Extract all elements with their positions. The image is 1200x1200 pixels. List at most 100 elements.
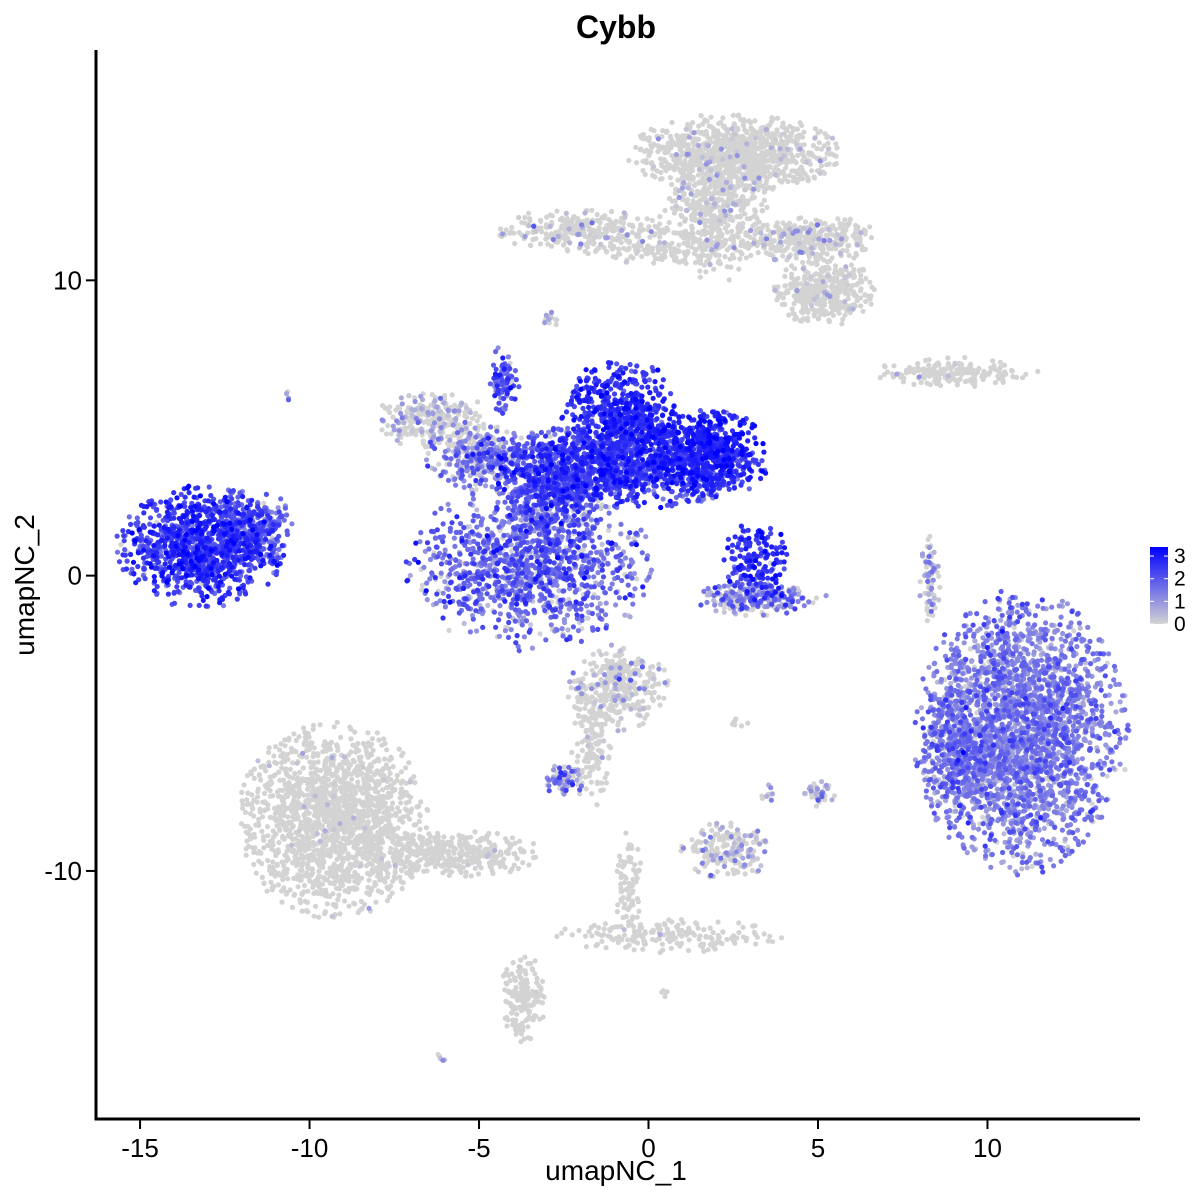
cell-point xyxy=(1019,375,1026,381)
cell-point xyxy=(783,290,789,296)
cell-point xyxy=(336,814,342,820)
cell-point xyxy=(633,144,639,150)
cell-point xyxy=(676,242,682,248)
cell-point xyxy=(930,612,936,618)
cell-point xyxy=(256,858,262,864)
cell-point xyxy=(783,223,789,229)
cell-point xyxy=(473,486,479,493)
cell-point xyxy=(923,564,930,570)
cell-point xyxy=(758,152,764,158)
cell-point xyxy=(754,152,760,159)
cell-point xyxy=(592,248,599,254)
cell-point xyxy=(649,144,655,150)
cell-point xyxy=(328,808,334,814)
cell-point xyxy=(247,811,254,817)
cell-point xyxy=(357,907,363,913)
cell-point xyxy=(384,805,390,811)
cell-point xyxy=(646,153,652,159)
cell-point xyxy=(826,318,832,324)
cell-point xyxy=(379,427,385,433)
cell-point xyxy=(945,361,952,367)
cell-point xyxy=(313,766,319,772)
cell-point xyxy=(682,257,688,263)
cell-point xyxy=(707,184,713,190)
cell-point xyxy=(296,784,302,790)
cell-point xyxy=(925,536,931,543)
cell-point xyxy=(972,380,978,386)
cell-point xyxy=(357,818,363,824)
cell-point xyxy=(727,161,733,167)
cell-point xyxy=(373,823,379,829)
cell-point xyxy=(346,840,352,846)
cell-point xyxy=(379,767,385,773)
cell-point xyxy=(309,775,315,781)
cell-point xyxy=(564,215,570,221)
cell-point xyxy=(937,584,943,590)
cell-point xyxy=(798,215,804,221)
cell-point xyxy=(251,797,257,803)
cell-point xyxy=(813,595,820,601)
cell-point xyxy=(348,736,354,742)
cell-point xyxy=(322,911,328,917)
cell-point xyxy=(589,207,595,213)
cell-point xyxy=(382,756,388,762)
cell-point xyxy=(990,358,996,364)
cell-point xyxy=(603,229,609,235)
cell-point xyxy=(395,404,401,410)
cell-point xyxy=(628,254,634,260)
cell-point xyxy=(394,772,400,779)
cell-point xyxy=(640,167,646,174)
cell-point xyxy=(546,234,552,240)
cell-point xyxy=(331,724,337,730)
cell-point xyxy=(924,618,931,624)
cell-point xyxy=(727,143,733,149)
cell-point xyxy=(1104,773,1110,779)
cell-point xyxy=(295,814,301,820)
cell-point xyxy=(262,799,268,805)
cell-point xyxy=(868,301,874,307)
cell-point xyxy=(642,171,648,177)
cell-point xyxy=(358,787,364,793)
cell-point xyxy=(795,133,801,139)
cell-point xyxy=(911,381,917,387)
cell-point xyxy=(252,845,258,851)
cell-point xyxy=(743,612,749,619)
cell-point xyxy=(421,419,427,425)
cell-point xyxy=(404,808,410,814)
cell-point xyxy=(626,157,632,164)
cell-point xyxy=(855,280,861,287)
cell-point xyxy=(1009,368,1015,374)
cell-point xyxy=(666,219,672,226)
cell-point xyxy=(399,778,405,785)
cell-point xyxy=(270,842,276,848)
cell-point xyxy=(285,833,291,839)
cell-point xyxy=(768,134,774,140)
cell-point xyxy=(398,800,404,806)
cell-point xyxy=(844,248,850,254)
cell-point xyxy=(606,216,612,223)
cell-point xyxy=(610,226,616,232)
cell-point xyxy=(957,376,963,382)
cell-point xyxy=(752,221,758,227)
cell-point xyxy=(320,749,326,755)
cell-point xyxy=(759,202,765,208)
cell-point xyxy=(688,244,694,250)
cell-point xyxy=(290,823,296,829)
cell-point xyxy=(810,142,817,149)
cell-point xyxy=(355,741,361,747)
cell-point xyxy=(360,803,367,809)
cell-point xyxy=(398,769,405,775)
cell-point xyxy=(350,742,356,748)
cell-point xyxy=(835,216,841,222)
cell-point xyxy=(924,607,930,613)
cell-point xyxy=(748,149,754,155)
cell-point xyxy=(518,435,524,441)
cell-point xyxy=(342,898,348,904)
cell-point xyxy=(718,120,724,126)
cell-point xyxy=(390,878,396,884)
cell-point xyxy=(737,256,743,262)
cell-point xyxy=(377,805,383,811)
cell-point xyxy=(530,237,536,243)
cell-point xyxy=(846,242,852,249)
